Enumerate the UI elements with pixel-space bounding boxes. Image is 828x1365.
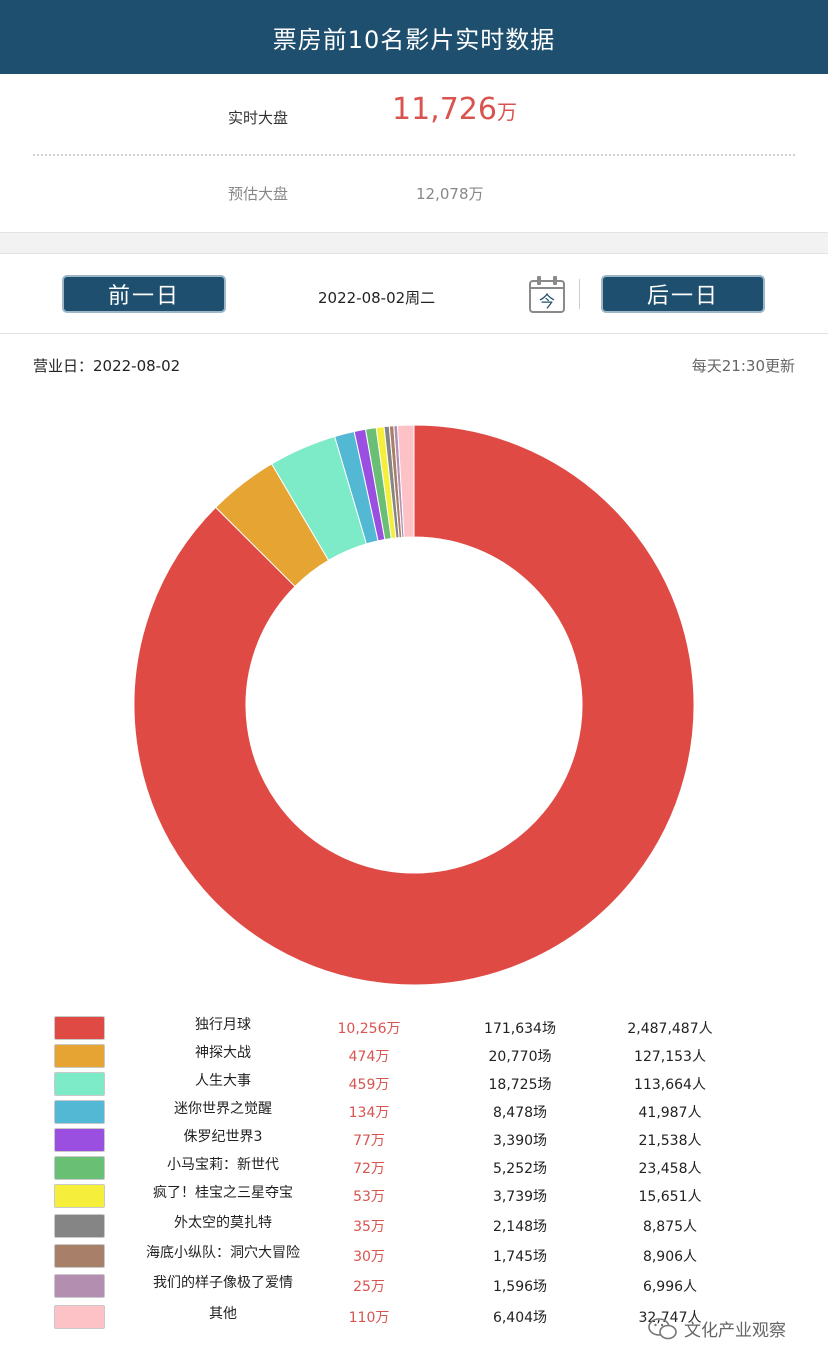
legend-shows: 1,745场: [492, 1249, 548, 1265]
legend-film-name: 迷你世界之觉醒: [174, 1101, 272, 1117]
today-icon-label: 今: [539, 292, 555, 311]
current-date: 2022-08-02周二: [318, 289, 436, 307]
donut-svg: [133, 424, 695, 986]
page-title: 票房前10名影片实时数据: [272, 25, 556, 54]
legend-film-name: 人生大事: [195, 1073, 251, 1089]
legend-shows: 171,634场: [484, 1021, 556, 1037]
legend-shows: 3,390场: [492, 1133, 548, 1149]
legend-shows: 2,148场: [492, 1219, 548, 1235]
legend-row[interactable]: 我们的样子像极了爱情 25万 1,596场 6,996人: [0, 1272, 828, 1300]
legend-box-office: 474万: [348, 1049, 390, 1065]
legend-people: 15,651人: [638, 1189, 702, 1205]
legend-row[interactable]: 迷你世界之觉醒 134万 8,478场 41,987人: [0, 1098, 828, 1126]
date-nav: 前一日 2022-08-02周二 后一日: [0, 254, 828, 334]
page-header: 票房前10名影片实时数据: [0, 0, 828, 74]
legend-people: 32,747人: [638, 1310, 702, 1326]
legend-box-office: 10,256万: [337, 1021, 401, 1037]
legend-box-office: 72万: [353, 1161, 385, 1177]
legend-people: 8,906人: [642, 1249, 698, 1265]
donut-slice-11[interactable]: [396, 424, 415, 538]
legend-people: 21,538人: [638, 1133, 702, 1149]
realtime-unit: 万: [496, 100, 517, 124]
section-gap: [0, 232, 828, 254]
prev-day-button[interactable]: 前一日: [62, 275, 226, 313]
legend-box-office: 35万: [353, 1219, 385, 1235]
legend-swatch: [54, 1305, 105, 1329]
legend-film-name: 海底小纵队：洞穴大冒险: [146, 1245, 300, 1261]
legend-swatch: [54, 1100, 105, 1124]
legend-row[interactable]: 其他 110万 6,404场 32,747人: [0, 1303, 828, 1331]
legend-people: 6,996人: [642, 1279, 698, 1295]
legend-swatch: [54, 1214, 105, 1238]
legend-box-office: 134万: [348, 1105, 390, 1121]
realtime-label: 实时大盘: [228, 109, 289, 127]
legend-box-office: 77万: [353, 1133, 385, 1149]
legend-film-name: 疯了！桂宝之三星夺宝: [153, 1185, 293, 1201]
business-day: 营业日：2022-08-02: [33, 357, 181, 375]
legend-swatch: [54, 1274, 105, 1298]
legend-swatch: [54, 1184, 105, 1208]
legend-box-office: 30万: [353, 1249, 385, 1265]
nav-separator: [579, 279, 580, 309]
legend-shows: 8,478场: [492, 1105, 548, 1121]
legend-row[interactable]: 疯了！桂宝之三星夺宝 53万 3,739场 15,651人: [0, 1182, 828, 1210]
watermark-text: 文化产业观察: [684, 1321, 786, 1341]
legend-shows: 1,596场: [492, 1279, 548, 1295]
update-note: 每天21:30更新: [691, 357, 795, 375]
legend-shows: 20,770场: [488, 1049, 552, 1065]
legend-shows: 3,739场: [492, 1189, 548, 1205]
divider: [33, 154, 795, 156]
legend-swatch: [54, 1244, 105, 1268]
legend-row[interactable]: 独行月球 10,256万 171,634场 2,487,487人: [0, 1014, 828, 1042]
legend-box-office: 110万: [348, 1310, 390, 1326]
legend-box-office: 459万: [348, 1077, 390, 1093]
legend-shows: 5,252场: [492, 1161, 548, 1177]
estimate-label: 预估大盘: [228, 185, 289, 203]
legend-film-name: 外太空的莫扎特: [174, 1215, 272, 1231]
next-day-button[interactable]: 后一日: [601, 275, 765, 313]
summary-panel: [0, 74, 828, 232]
legend-row[interactable]: 小马宝莉：新世代 72万 5,252场 23,458人: [0, 1154, 828, 1182]
legend-row[interactable]: 海底小纵队：洞穴大冒险 30万 1,745场 8,906人: [0, 1242, 828, 1270]
legend-people: 127,153人: [634, 1049, 706, 1065]
legend-shows: 6,404场: [492, 1310, 548, 1326]
legend-swatch: [54, 1156, 105, 1180]
legend-row[interactable]: 外太空的莫扎特 35万 2,148场 8,875人: [0, 1212, 828, 1240]
legend-film-name: 我们的样子像极了爱情: [153, 1275, 293, 1291]
legend-people: 41,987人: [638, 1105, 702, 1121]
legend-row[interactable]: 人生大事 459万 18,725场 113,664人: [0, 1070, 828, 1098]
legend-people: 8,875人: [642, 1219, 698, 1235]
realtime-value: 11,726万: [392, 92, 517, 127]
legend-swatch: [54, 1072, 105, 1096]
legend-box-office: 25万: [353, 1279, 385, 1295]
estimate-value: 12,078万: [416, 185, 484, 203]
legend-swatch: [54, 1016, 105, 1040]
legend-shows: 18,725场: [488, 1077, 552, 1093]
legend-row[interactable]: 神探大战 474万 20,770场 127,153人: [0, 1042, 828, 1070]
legend-people: 2,487,487人: [627, 1021, 713, 1037]
wechat-icon: [648, 1317, 677, 1339]
legend-film-name: 独行月球: [195, 1017, 251, 1033]
legend-film-name: 其他: [209, 1306, 237, 1322]
watermark: 文化产业观察: [648, 1316, 786, 1341]
legend-film-name: 神探大战: [195, 1045, 251, 1061]
legend-film-name: 小马宝莉：新世代: [167, 1157, 279, 1173]
legend-people: 113,664人: [634, 1077, 706, 1093]
legend-box-office: 53万: [353, 1189, 385, 1205]
legend-film-name: 侏罗纪世界3: [183, 1129, 263, 1145]
legend-swatch: [54, 1128, 105, 1152]
legend-people: 23,458人: [638, 1161, 702, 1177]
box-office-donut-chart: [0, 390, 828, 1010]
donut-slice-1[interactable]: [133, 424, 695, 986]
legend-swatch: [54, 1044, 105, 1068]
calendar-today-icon[interactable]: 今: [528, 274, 566, 314]
realtime-number: 11,726: [392, 92, 497, 127]
legend-row[interactable]: 侏罗纪世界3 77万 3,390场 21,538人: [0, 1126, 828, 1154]
